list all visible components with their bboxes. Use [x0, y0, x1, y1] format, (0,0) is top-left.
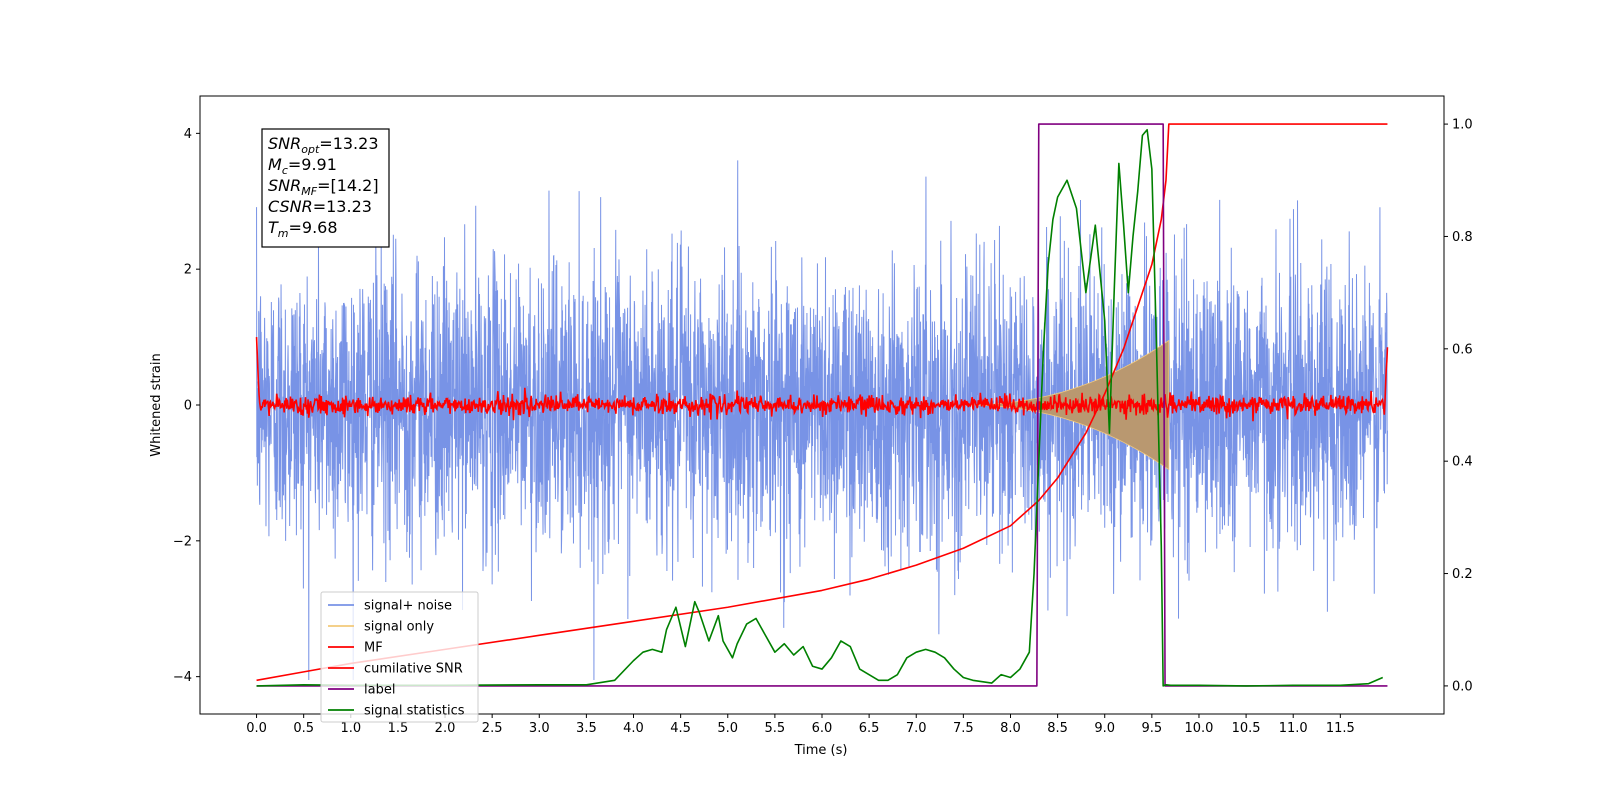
y-axis-right-ticks: 1.0 0.8 0.6 0.4 0.2 0.0 — [1444, 118, 1473, 694]
annotation-frame — [261, 128, 390, 248]
y-right-tick-label: 1.0 — [1452, 118, 1473, 133]
x-tick-label: 8.0 — [1000, 721, 1021, 736]
y-left-tick-label: 4 — [184, 127, 192, 142]
x-tick-label: 5.0 — [717, 721, 738, 736]
annotation-line: Tm=9.68 — [268, 218, 338, 240]
series-mf — [255, 337, 1389, 422]
x-tick-label: 0.5 — [293, 721, 314, 736]
y-axis-label: Whitened strain — [149, 353, 164, 456]
annotation-line: SNRMF=[14.2] — [268, 176, 379, 198]
y-axis-left-ticks: 4 2 0 −2 −4 — [173, 127, 200, 685]
x-tick-label: 9.0 — [1094, 721, 1115, 736]
series-cumulative-snr — [256, 123, 1388, 682]
legend: signal+ noise signal only MF cumilative SNR… — [320, 591, 479, 723]
x-tick-label: 3.0 — [529, 721, 550, 736]
x-tick-label: 6.5 — [859, 721, 880, 736]
annotation-line: Mc=9.91 — [268, 155, 337, 177]
x-tick-label: 1.0 — [340, 721, 361, 736]
y-right-tick-label: 0.0 — [1452, 679, 1473, 694]
x-tick-label: 2.5 — [482, 721, 503, 736]
legend-label: MF — [364, 641, 383, 656]
series-layer — [255, 123, 1389, 687]
x-tick-label: 8.5 — [1047, 721, 1068, 736]
legend-label: signal statistics — [364, 704, 465, 719]
x-tick-label: 5.5 — [765, 721, 786, 736]
x-tick-label: 7.0 — [906, 721, 927, 736]
legend-frame — [320, 591, 479, 723]
x-tick-label: 6.0 — [812, 721, 833, 736]
x-tick-label: 3.5 — [576, 721, 597, 736]
y-right-tick-label: 0.8 — [1452, 230, 1473, 245]
x-tick-label: 1.5 — [388, 721, 409, 736]
x-axis-label: Time (s) — [794, 743, 848, 758]
legend-label: label — [364, 683, 395, 698]
series-signal-statistics — [256, 128, 1384, 687]
legend-label: cumilative SNR — [364, 662, 463, 677]
x-tick-label: 4.5 — [670, 721, 691, 736]
y-left-tick-label: −2 — [173, 534, 192, 549]
x-tick-label: 9.5 — [1142, 721, 1163, 736]
x-tick-label: 0.0 — [246, 721, 267, 736]
x-axis-ticks: 0.0 0.5 1.0 1.5 2.0 2.5 3.0 3.5 4.0 4.5 5.0 5.5 6.0 6… — [246, 714, 1355, 736]
y-left-tick-label: −4 — [173, 670, 192, 685]
y-right-tick-label: 0.2 — [1452, 567, 1473, 582]
legend-label: signal only — [364, 620, 434, 635]
y-left-tick-label: 2 — [184, 263, 192, 278]
x-tick-label: 10.0 — [1184, 721, 1213, 736]
annotation-line: SNRopt=13.23 — [268, 134, 379, 156]
snr-annotation-box: SNRopt=13.23Mc=9.91SNRMF=[14.2]CSNR=13.2… — [261, 128, 390, 248]
x-tick-label: 11.0 — [1279, 721, 1308, 736]
x-tick-label: 10.5 — [1232, 721, 1261, 736]
y-right-tick-label: 0.4 — [1452, 455, 1473, 470]
annotation-line: CSNR=13.23 — [268, 197, 372, 216]
x-tick-label: 7.5 — [953, 721, 974, 736]
y-right-tick-label: 0.6 — [1452, 342, 1473, 357]
legend-label: signal+ noise — [364, 599, 452, 614]
x-tick-label: 2.0 — [435, 721, 456, 736]
x-tick-label: 11.5 — [1326, 721, 1355, 736]
x-tick-label: 4.0 — [623, 721, 644, 736]
y-left-tick-label: 0 — [184, 399, 192, 414]
